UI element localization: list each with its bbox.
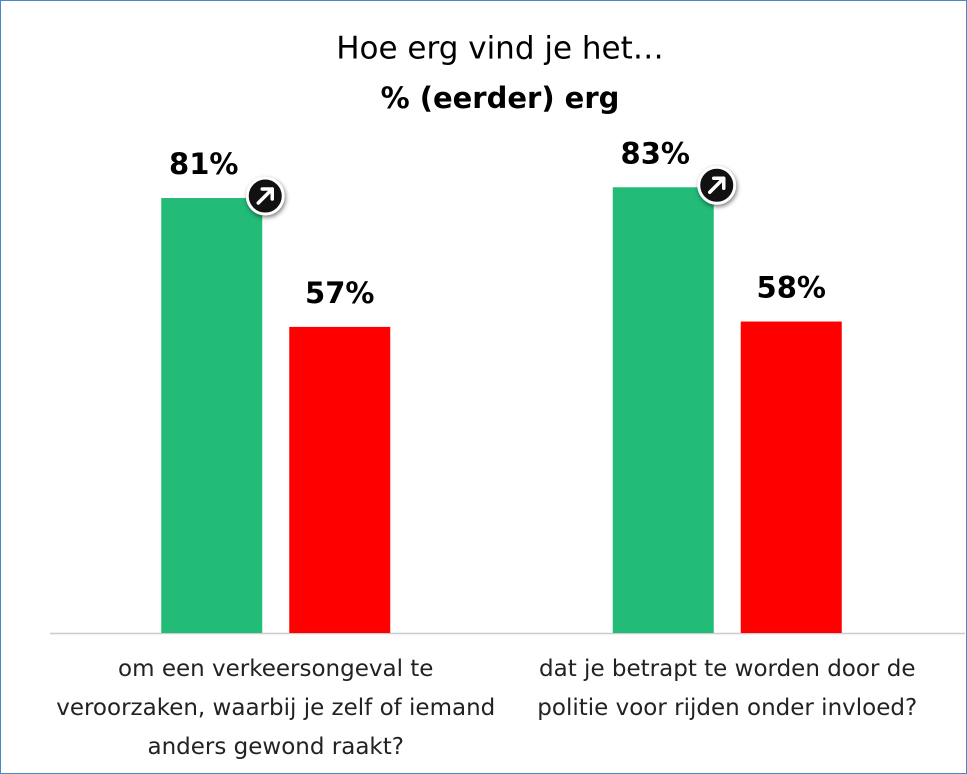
bar [612,187,714,634]
value-label: 83% [621,136,690,170]
bar [740,321,842,633]
value-label: 58% [757,271,826,305]
x-tick-label: dat je betrapt te worden door de politie… [537,656,918,721]
chart-subtitle: % (eerder) erg [381,81,620,115]
increase-arrow [708,176,726,195]
bar [161,198,263,633]
bar [289,326,391,633]
value-label: 81% [169,147,238,181]
increase-arrow [256,187,274,205]
value-label: 57% [305,276,374,310]
x-tick-label: om een verkeersongeval te veroorzaken, w… [56,656,496,760]
chart-title: Hoe erg vind je het… [336,31,664,67]
